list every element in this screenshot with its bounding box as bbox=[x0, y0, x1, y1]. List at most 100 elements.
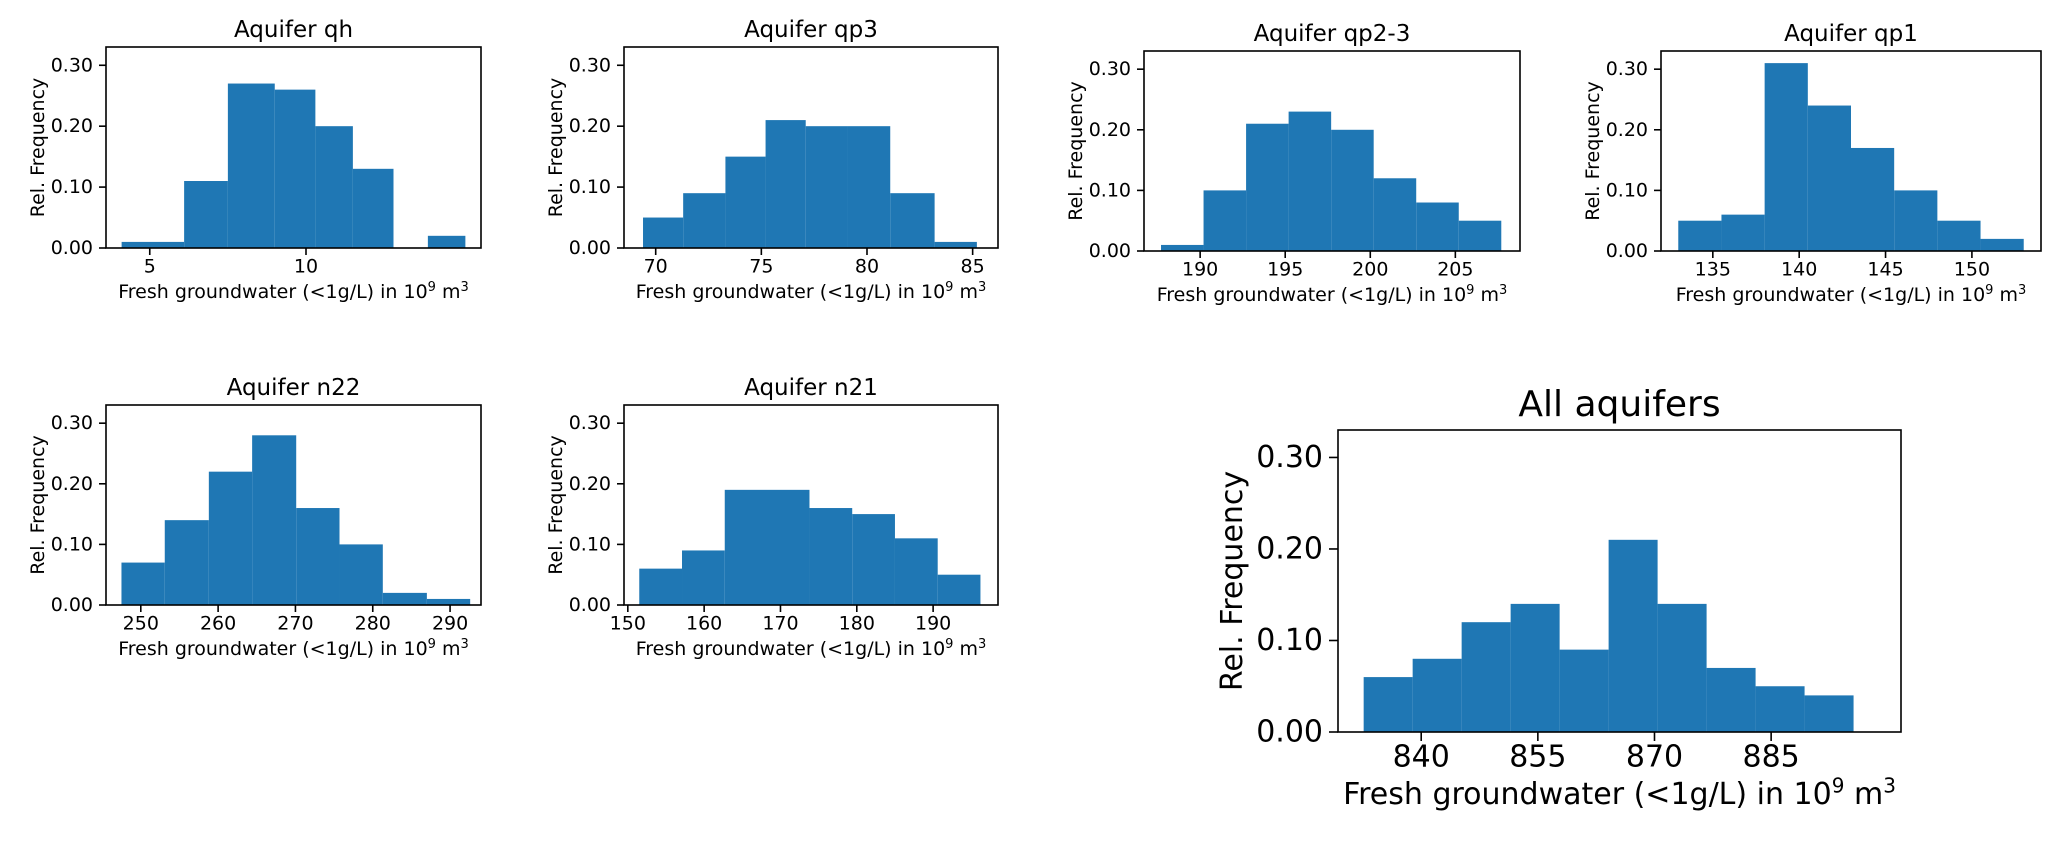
histogram-bar bbox=[767, 489, 810, 605]
histogram-bar bbox=[1657, 603, 1707, 732]
subplot-title: Aquifer n21 bbox=[744, 375, 878, 401]
y-axis-label: Rel. Frequency bbox=[1582, 81, 1604, 221]
histogram-bar bbox=[1203, 190, 1247, 251]
subplot-2: 0.00 0.10 0.20 0.30 70 75 80 85 Aquifer qp3 Fresh… bbox=[545, 17, 999, 303]
histogram-bar bbox=[164, 520, 209, 605]
axes-frame bbox=[1143, 50, 1521, 252]
histogram-bar bbox=[1807, 105, 1851, 251]
subplot-title: Aquifer qp1 bbox=[1784, 21, 1918, 47]
subplot-4: 0.00 0.10 0.20 0.30 135 140 145 150 Aquifer qp1 F… bbox=[1582, 21, 2042, 306]
histogram-bar bbox=[894, 538, 938, 605]
y-tick-label: 0.30 bbox=[1089, 58, 1131, 80]
x-axis-label-part: 3 bbox=[2018, 283, 2026, 298]
x-tick-label: 855 bbox=[1509, 740, 1566, 775]
y-axis-label: Rel. Frequency bbox=[1215, 471, 1250, 691]
subplot-title: Aquifer qp2-3 bbox=[1254, 21, 1411, 47]
histogram-bar bbox=[639, 568, 683, 605]
histogram-bar bbox=[1894, 190, 1938, 251]
x-axis-label-part: m bbox=[953, 281, 978, 303]
histogram-bar bbox=[1721, 214, 1765, 251]
histogram-bar bbox=[121, 241, 185, 248]
x-axis-label-part: m bbox=[953, 638, 978, 660]
histogram-bar bbox=[890, 193, 935, 248]
histogram-bar bbox=[1288, 111, 1332, 251]
x-axis-label-part: m bbox=[1993, 284, 2018, 306]
x-axis-label-part: 9 bbox=[1832, 774, 1845, 798]
histogram-bar bbox=[1678, 220, 1722, 251]
x-tick-label: 145 bbox=[1867, 259, 1903, 281]
histogram-bar bbox=[765, 120, 806, 248]
y-tick-label: 0.10 bbox=[1089, 179, 1131, 201]
x-tick-label: 260 bbox=[200, 613, 236, 635]
x-axis-label-part: 3 bbox=[1499, 283, 1507, 298]
y-tick-label: 0.20 bbox=[1606, 119, 1648, 141]
x-axis-label-part: Fresh groundwater (<1g/L) in 10 bbox=[1157, 284, 1466, 306]
histogram-bar bbox=[252, 435, 297, 605]
subplot-title: Aquifer qh bbox=[234, 17, 353, 43]
histogram-bar bbox=[724, 489, 768, 605]
x-axis-label-part: 3 bbox=[461, 280, 469, 295]
axes-frame bbox=[105, 404, 482, 606]
histogram-bar bbox=[208, 471, 253, 605]
histogram-bar bbox=[643, 217, 684, 248]
x-axis-label: Fresh groundwater (<1g/L) in 109 m3 bbox=[1676, 283, 2027, 306]
y-axis-label: Rel. Frequency bbox=[545, 435, 567, 575]
histogram-bar bbox=[683, 193, 726, 248]
x-tick-label: 195 bbox=[1267, 259, 1303, 281]
y-tick-label: 0.20 bbox=[1256, 531, 1323, 566]
x-axis-label-part: Fresh groundwater (<1g/L) in 10 bbox=[118, 638, 427, 660]
histogram-bar bbox=[1804, 695, 1854, 732]
x-tick-label: 270 bbox=[277, 613, 313, 635]
axes-frame bbox=[623, 404, 999, 606]
histogram-bar bbox=[1510, 603, 1560, 732]
subplot-1: 0.00 0.10 0.20 0.30 5 10 Aquifer qh Fresh groun… bbox=[27, 17, 482, 303]
x-axis-label-part: 3 bbox=[1883, 774, 1896, 798]
y-tick-label: 0.30 bbox=[51, 54, 93, 76]
x-axis-label: Fresh groundwater (<1g/L) in 109 m3 bbox=[118, 637, 469, 660]
histogram-bar bbox=[1331, 129, 1374, 251]
y-tick-label: 0.20 bbox=[1089, 119, 1131, 141]
y-tick-label: 0.10 bbox=[1256, 623, 1323, 658]
histogram-bar bbox=[1458, 220, 1502, 251]
histogram-bar bbox=[1851, 147, 1895, 251]
x-tick-label: 870 bbox=[1626, 740, 1683, 775]
x-axis-label-part: Fresh groundwater (<1g/L) in 10 bbox=[1676, 284, 1985, 306]
x-axis-label-part: 3 bbox=[461, 637, 469, 652]
histogram-bar bbox=[937, 574, 981, 605]
histogram-bar bbox=[1937, 220, 1981, 251]
axes-frame bbox=[1660, 50, 2042, 252]
subplot-title: Aquifer n22 bbox=[227, 375, 361, 401]
subplot-title: All aquifers bbox=[1518, 384, 1720, 425]
histogram-bar bbox=[315, 126, 353, 248]
histogram-bar bbox=[1755, 686, 1805, 732]
subplot-7: 0.00 0.10 0.20 0.30 840 855 870 885 All aquifers… bbox=[1215, 384, 1902, 812]
x-tick-label: 150 bbox=[610, 613, 646, 635]
y-tick-label: 0.20 bbox=[569, 473, 611, 495]
histogram-bar bbox=[1373, 178, 1417, 251]
histogram-bar bbox=[1764, 63, 1808, 251]
y-tick-label: 0.20 bbox=[51, 115, 93, 137]
y-tick-label: 0.00 bbox=[51, 237, 93, 259]
y-tick-label: 0.20 bbox=[51, 473, 93, 495]
x-tick-label: 290 bbox=[432, 613, 468, 635]
histogram-bar bbox=[1161, 244, 1204, 251]
histogram-bar bbox=[227, 83, 275, 248]
histogram-bar bbox=[382, 592, 427, 605]
x-axis-label: Fresh groundwater (<1g/L) in 109 m3 bbox=[636, 637, 987, 660]
histogram-bar bbox=[426, 598, 471, 605]
histogram-bar bbox=[934, 241, 977, 248]
y-tick-label: 0.10 bbox=[569, 533, 611, 555]
y-axis-label: Rel. Frequency bbox=[545, 78, 567, 218]
histogram-bar bbox=[847, 126, 891, 248]
x-axis-label-part: 9 bbox=[945, 637, 953, 652]
y-tick-label: 0.00 bbox=[1256, 715, 1323, 750]
x-tick-label: 200 bbox=[1352, 259, 1388, 281]
x-axis-label-part: 9 bbox=[428, 637, 436, 652]
histogram-bar bbox=[1980, 238, 2024, 251]
x-axis-label-part: 9 bbox=[945, 280, 953, 295]
x-tick-label: 840 bbox=[1393, 740, 1450, 775]
histogram-bar bbox=[1416, 202, 1459, 251]
y-axis-label: Rel. Frequency bbox=[1065, 81, 1087, 221]
axes-frame bbox=[623, 46, 999, 249]
x-tick-label: 190 bbox=[915, 613, 951, 635]
